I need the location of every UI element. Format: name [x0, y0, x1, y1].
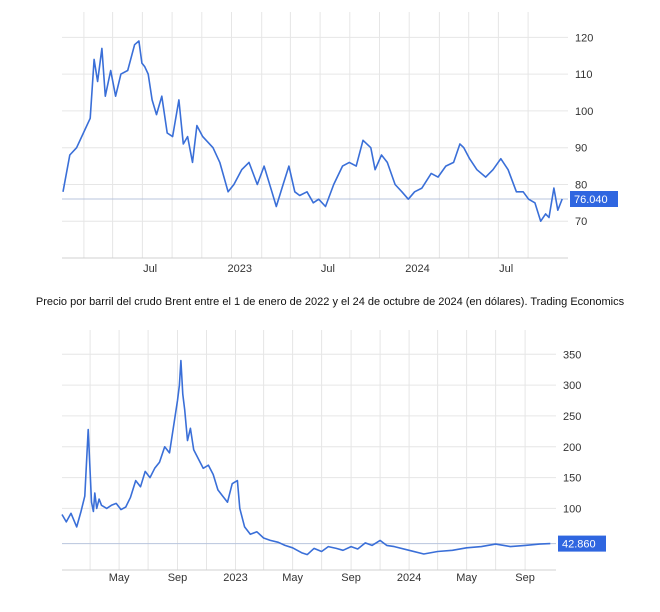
x-tick-label: May	[456, 572, 477, 584]
y-tick-label: 80	[575, 180, 587, 192]
last-value-label: 76.040	[574, 194, 608, 206]
x-tick-label: Jul	[499, 263, 513, 275]
x-tick-label: Sep	[515, 572, 535, 584]
x-tick-label: May	[282, 572, 303, 584]
last-value-label: 42.860	[562, 539, 596, 551]
x-tick-label: 2023	[223, 572, 247, 584]
x-tick-label: 2023	[228, 263, 252, 275]
y-tick-label: 120	[575, 32, 593, 44]
x-tick-label: May	[109, 572, 130, 584]
last-value-tag: 42.860	[558, 535, 606, 552]
x-tick-label: Jul	[143, 263, 157, 275]
x-tick-label: Sep	[168, 572, 188, 584]
y-tick-label: 200	[563, 442, 581, 454]
chart-caption: Precio por barril del crudo Brent entre …	[35, 296, 625, 308]
y-tick-label: 150	[563, 473, 581, 485]
x-tick-label: Sep	[341, 572, 361, 584]
y-tick-label: 250	[563, 411, 581, 423]
y-tick-label: 350	[563, 349, 581, 361]
y-tick-label: 100	[563, 503, 581, 515]
y-tick-label: 110	[575, 69, 593, 81]
y-tick-label: 100	[575, 106, 593, 118]
x-tick-label: 2024	[405, 263, 429, 275]
y-tick-label: 70	[575, 216, 587, 228]
price-series-line	[62, 40, 563, 222]
y-tick-label: 300	[563, 380, 581, 392]
brent-chart-top: 70 80 90 100 110 120 Jul 2023 Jul 2024 Jul 76.040	[62, 12, 618, 275]
x-tick-label: Jul	[321, 263, 335, 275]
price-series-line	[61, 359, 551, 556]
y-tick-label: 90	[575, 143, 587, 155]
last-value-tag-background	[570, 191, 618, 207]
brent-chart-bottom: 100 150 200 250 300 350 May Sep 2023 May Sep 2024 Ma…	[61, 330, 606, 584]
last-value-tag: 76.040	[570, 191, 618, 207]
x-tick-label: 2024	[397, 572, 421, 584]
last-value-tag-background	[558, 535, 606, 552]
